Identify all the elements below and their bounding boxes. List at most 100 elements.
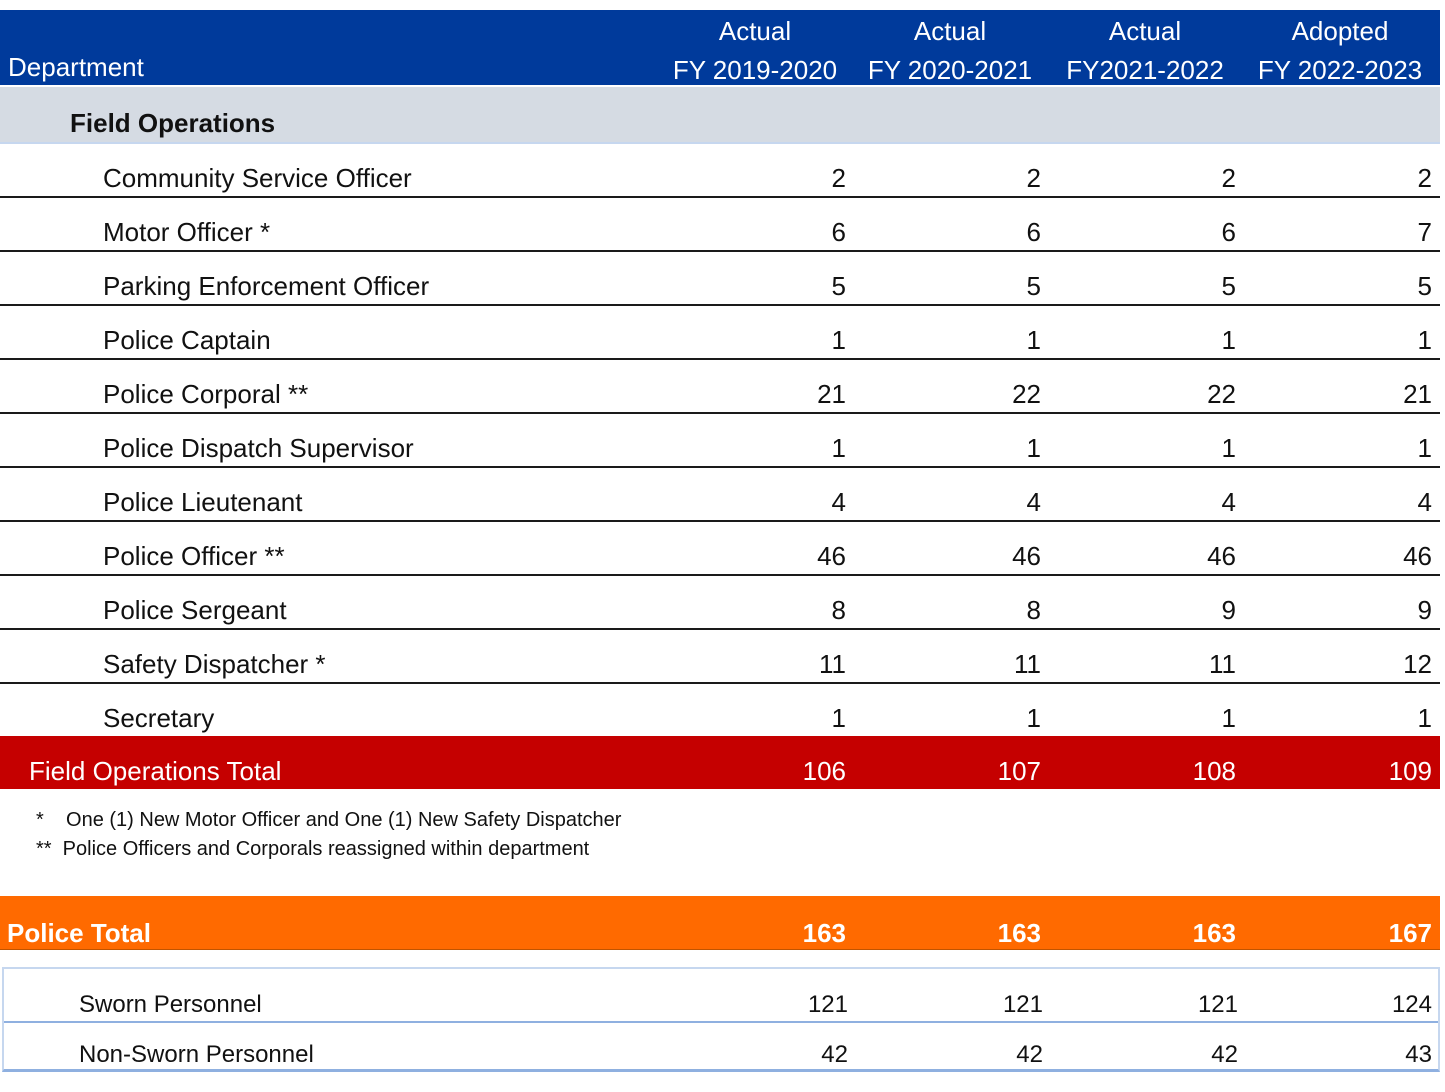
sworn-fy2022: 124	[1391, 991, 1432, 1018]
non-sworn-personnel-row: Non-Sworn Personnel 42 42 42 43	[2, 1021, 1440, 1072]
position-name: Police Captain	[103, 325, 271, 355]
value-fy2022: 1	[1417, 325, 1432, 355]
value-fy2019: 2	[831, 163, 846, 193]
total-fy2021: 108	[1192, 756, 1236, 786]
value-fy2022: 9	[1417, 595, 1432, 625]
non-sworn-fy2020: 42	[1016, 1041, 1043, 1068]
sworn-fy2020: 121	[1002, 991, 1043, 1018]
total-fy2020: 107	[997, 756, 1041, 786]
value-fy2022: 1	[1417, 703, 1432, 733]
value-fy2021: 1	[1221, 703, 1236, 733]
table-row: Secretary 1 1 1 1	[0, 683, 1440, 736]
non-sworn-fy2022: 43	[1405, 1041, 1432, 1068]
sworn-fy2021: 121	[1197, 991, 1238, 1018]
column-header-line1: Actual	[718, 16, 792, 46]
table-row: Police Dispatch Supervisor 1 1 1 1	[0, 413, 1440, 468]
position-name: Police Corporal **	[103, 379, 309, 409]
table-row: Police Lieutenant 4 4 4 4	[0, 467, 1440, 522]
footnote-double-asterisk: ** Police Officers and Corporals reassig…	[36, 838, 590, 860]
police-total-label: Police Total	[7, 918, 151, 948]
value-fy2019: 1	[831, 433, 846, 463]
value-fy2021: 2	[1221, 163, 1236, 193]
sworn-label: Sworn Personnel	[79, 991, 262, 1018]
value-fy2020: 46	[1012, 541, 1041, 571]
value-fy2021: 1	[1221, 325, 1236, 355]
table-row: Police Corporal ** 21 22 22 21	[0, 359, 1440, 414]
value-fy2020: 1	[1026, 325, 1041, 355]
value-fy2020: 4	[1026, 487, 1041, 517]
position-name: Police Sergeant	[103, 595, 287, 625]
footnote-single-asterisk: * One (1) New Motor Officer and One (1) …	[36, 809, 622, 831]
table-row: Motor Officer * 6 6 6 7	[0, 197, 1440, 252]
position-name: Motor Officer *	[103, 217, 271, 247]
sworn-fy2019: 121	[807, 991, 848, 1018]
column-header-line2: FY 2022-2023	[1257, 55, 1423, 85]
table-header: Department Actual FY 2019-2020 Actual FY…	[0, 10, 1440, 85]
position-name: Parking Enforcement Officer	[103, 271, 430, 301]
column-header-line1: Actual	[913, 16, 987, 46]
value-fy2019: 4	[831, 487, 846, 517]
column-header-fy2021: Actual FY2021-2022	[1050, 12, 1240, 90]
value-fy2019: 8	[831, 595, 846, 625]
police-total-fy2022: 167	[1388, 918, 1432, 948]
value-fy2021: 11	[1209, 649, 1236, 679]
value-fy2019: 5	[831, 271, 846, 301]
total-fy2022: 109	[1388, 756, 1432, 786]
section-header: Field Operations	[0, 87, 1440, 144]
police-total-row: Police Total 163 163 163 167	[0, 896, 1440, 950]
table-row: Police Sergeant 8 8 9 9	[0, 575, 1440, 630]
value-fy2021: 6	[1221, 217, 1236, 247]
value-fy2019: 21	[817, 379, 846, 409]
column-header-fy2022: Adopted FY 2022-2023	[1245, 12, 1435, 90]
position-name: Police Dispatch Supervisor	[103, 433, 414, 463]
value-fy2019: 46	[817, 541, 846, 571]
column-header-line1: Actual	[1108, 16, 1182, 46]
value-fy2020: 1	[1026, 433, 1041, 463]
value-fy2020: 8	[1026, 595, 1041, 625]
value-fy2021: 46	[1207, 541, 1236, 571]
value-fy2021: 5	[1221, 271, 1236, 301]
value-fy2022: 12	[1403, 649, 1432, 679]
table-row: Parking Enforcement Officer 5 5 5 5	[0, 251, 1440, 306]
value-fy2019: 6	[831, 217, 846, 247]
value-fy2020: 2	[1026, 163, 1041, 193]
value-fy2019: 1	[831, 703, 846, 733]
non-sworn-fy2021: 42	[1211, 1041, 1238, 1068]
field-operations-total-row: Field Operations Total 106 107 108 109	[0, 736, 1440, 789]
police-total-fy2020: 163	[997, 918, 1041, 948]
value-fy2021: 22	[1207, 379, 1236, 409]
value-fy2020: 11	[1014, 649, 1041, 679]
value-fy2022: 5	[1417, 271, 1432, 301]
value-fy2022: 4	[1417, 487, 1432, 517]
table-row: Police Captain 1 1 1 1	[0, 305, 1440, 360]
value-fy2022: 2	[1417, 163, 1432, 193]
non-sworn-label: Non-Sworn Personnel	[79, 1041, 314, 1068]
value-fy2022: 1	[1417, 433, 1432, 463]
column-header-line2: FY2021-2022	[1066, 55, 1224, 85]
value-fy2022: 46	[1403, 541, 1432, 571]
column-header-line2: FY 2019-2020	[672, 55, 838, 85]
column-header-line2: FY 2020-2021	[867, 55, 1033, 85]
value-fy2020: 1	[1026, 703, 1041, 733]
value-fy2021: 9	[1221, 595, 1236, 625]
value-fy2019: 1	[831, 325, 846, 355]
position-name: Safety Dispatcher *	[103, 649, 326, 679]
sworn-personnel-row: Sworn Personnel 121 121 121 124	[2, 967, 1440, 1023]
value-fy2020: 22	[1012, 379, 1041, 409]
value-fy2021: 4	[1221, 487, 1236, 517]
section-title: Field Operations	[70, 108, 276, 138]
value-fy2020: 5	[1026, 271, 1041, 301]
total-fy2019: 106	[802, 756, 846, 786]
value-fy2019: 11	[819, 649, 846, 679]
column-header-fy2019: Actual FY 2019-2020	[660, 12, 850, 90]
position-name: Secretary	[103, 703, 215, 733]
non-sworn-fy2019: 42	[821, 1041, 848, 1068]
column-header-fy2020: Actual FY 2020-2021	[855, 12, 1045, 90]
table-row: Safety Dispatcher * 11 11 11 12	[0, 629, 1440, 684]
department-column-header: Department	[8, 52, 144, 82]
value-fy2021: 1	[1221, 433, 1236, 463]
position-name: Police Lieutenant	[103, 487, 303, 517]
position-name: Police Officer **	[103, 541, 285, 571]
position-name: Community Service Officer	[103, 163, 412, 193]
value-fy2022: 21	[1403, 379, 1432, 409]
